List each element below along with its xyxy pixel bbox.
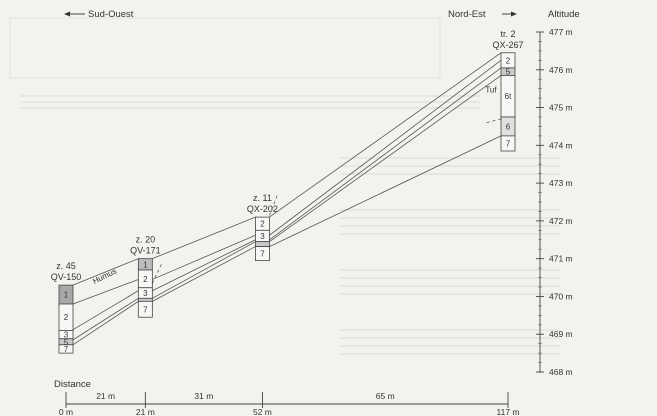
- layer-label: 2: [143, 275, 148, 284]
- distance-segment-label: 31 m: [194, 391, 213, 401]
- altitude-tick-label: 468 m: [549, 367, 573, 377]
- distance-tick-label: 21 m: [136, 407, 155, 416]
- dashed-correlation-line: [151, 262, 163, 284]
- altitude-tick-label: 472 m: [549, 216, 573, 226]
- column-tr2: tr. 2QX-267 2 5 6t 6 7: [492, 29, 524, 152]
- layer-label: 1: [143, 260, 148, 269]
- layer-cell: [58, 344, 74, 354]
- layer-cell: [137, 297, 153, 302]
- altitude-tick-label: 476 m: [549, 65, 573, 75]
- layer-label: 7: [143, 305, 148, 314]
- column-name: tr. 2: [500, 29, 515, 39]
- northeast-label: Nord-Est: [448, 9, 486, 20]
- column-name: z. 11: [253, 193, 272, 203]
- layer-cell: [255, 241, 270, 247]
- layer-label: 2: [260, 220, 265, 229]
- layer-label: 7: [506, 139, 511, 148]
- layer-label: 5: [64, 338, 69, 347]
- correlation-line: [269, 75, 502, 242]
- layer-label: 2: [64, 313, 69, 322]
- correlation-line: [152, 241, 256, 299]
- distance-tick-label: 0 m: [59, 407, 73, 416]
- altitude-tick-label: 471 m: [549, 254, 573, 264]
- correlation-line: [152, 234, 256, 280]
- column-code: QV-150: [51, 272, 82, 282]
- altitude-axis: 477 m 476 m 475 m 474 m 473 m 472 m 471 m 470 m…: [536, 27, 573, 377]
- layer-label: 3: [64, 331, 69, 340]
- layer-label: 5: [506, 68, 511, 77]
- layer-label: 3: [143, 289, 148, 298]
- dashed-correlation-line: [486, 118, 502, 124]
- distance-tick-label: 117 m: [497, 407, 520, 416]
- layer-label: 7: [64, 345, 69, 354]
- correlation-line: [269, 67, 502, 241]
- column-code: QX-202: [247, 204, 278, 214]
- column-name: z. 45: [56, 261, 76, 271]
- distance-segment-label: 21 m: [96, 391, 115, 401]
- correlation-line: [152, 246, 256, 302]
- column-code: QX-267: [492, 40, 523, 50]
- altitude-tick-label: 475 m: [549, 103, 573, 113]
- southwest-label: Sud-Ouest: [88, 9, 134, 20]
- correlation-line: [269, 135, 502, 247]
- layer-cell: [137, 300, 153, 318]
- arrow-left-icon: [64, 11, 70, 17]
- direction-header: Sud-Ouest Nord-Est Altitude: [64, 9, 580, 20]
- column-code: QV-171: [130, 246, 161, 256]
- layer-label: 1: [64, 291, 69, 300]
- distance-segment-label: 65 m: [376, 391, 395, 401]
- altitude-tick-label: 473 m: [549, 178, 573, 188]
- correlation-line: [152, 239, 256, 292]
- tuf-label: Tuf: [485, 85, 497, 94]
- dashed-correlation-line: [269, 194, 278, 216]
- distance-axis-title: Distance: [54, 379, 91, 390]
- layer-label: 6t: [505, 92, 512, 101]
- distance-tick-label: 52 m: [253, 407, 272, 416]
- correlation-lines: [72, 52, 502, 346]
- arrow-right-icon: [511, 11, 517, 17]
- altitude-tick-label: 474 m: [549, 140, 573, 150]
- column-name: z. 20: [136, 235, 156, 245]
- correlation-line: [269, 60, 502, 236]
- layer-label: 2: [506, 56, 511, 65]
- altitude-tick-label: 477 m: [549, 27, 573, 37]
- layer-label: 6: [506, 122, 511, 131]
- correlation-line: [72, 301, 139, 346]
- correlation-line: [72, 279, 139, 305]
- dashed-lines: [151, 118, 502, 284]
- layer-cell: [500, 135, 516, 152]
- correlation-line: [72, 297, 139, 341]
- layer-cell: [255, 246, 270, 261]
- correlation-line: [152, 216, 256, 260]
- correlation-line: [72, 290, 139, 331]
- altitude-tick-label: 469 m: [549, 329, 573, 339]
- correlation-line: [72, 258, 139, 286]
- correlation-line: [269, 52, 502, 218]
- layer-label: 7: [260, 250, 265, 259]
- layer-label: 3: [260, 232, 265, 241]
- altitude-tick-label: 470 m: [549, 291, 573, 301]
- distance-axis: Distance 0 m 21 m 52 m 117 m 21 m 31 m 65 m: [54, 379, 520, 416]
- altitude-axis-title: Altitude: [548, 9, 580, 20]
